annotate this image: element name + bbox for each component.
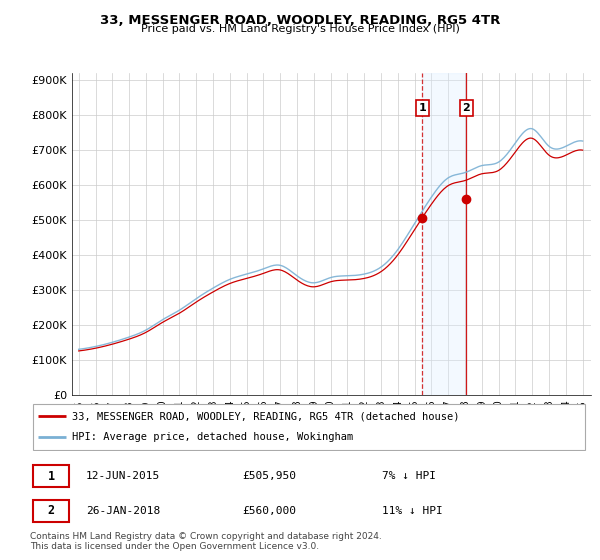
Text: 1: 1 [47, 469, 55, 483]
Bar [422, 73, 466, 395]
Text: HPI: Average price, detached house, Wokingham: HPI: Average price, detached house, Woki… [72, 432, 353, 442]
Text: 12-JUN-2015: 12-JUN-2015 [86, 471, 160, 481]
Text: 33, MESSENGER ROAD, WOODLEY, READING, RG5 4TR (detached house): 33, MESSENGER ROAD, WOODLEY, READING, RG… [72, 411, 460, 421]
Text: £560,000: £560,000 [242, 506, 296, 516]
Text: 11% ↓ HPI: 11% ↓ HPI [382, 506, 442, 516]
Text: 2: 2 [47, 505, 55, 517]
Text: 2: 2 [463, 103, 470, 113]
Text: 7% ↓ HPI: 7% ↓ HPI [382, 471, 436, 481]
Text: Contains HM Land Registry data © Crown copyright and database right 2024.
This d: Contains HM Land Registry data © Crown c… [30, 532, 382, 552]
FancyBboxPatch shape [33, 500, 69, 522]
FancyBboxPatch shape [33, 404, 585, 450]
Text: 26-JAN-2018: 26-JAN-2018 [86, 506, 160, 516]
Text: Price paid vs. HM Land Registry's House Price Index (HPI): Price paid vs. HM Land Registry's House … [140, 24, 460, 34]
Text: £505,950: £505,950 [242, 471, 296, 481]
Text: 1: 1 [418, 103, 426, 113]
FancyBboxPatch shape [33, 465, 69, 487]
Text: 33, MESSENGER ROAD, WOODLEY, READING, RG5 4TR: 33, MESSENGER ROAD, WOODLEY, READING, RG… [100, 14, 500, 27]
